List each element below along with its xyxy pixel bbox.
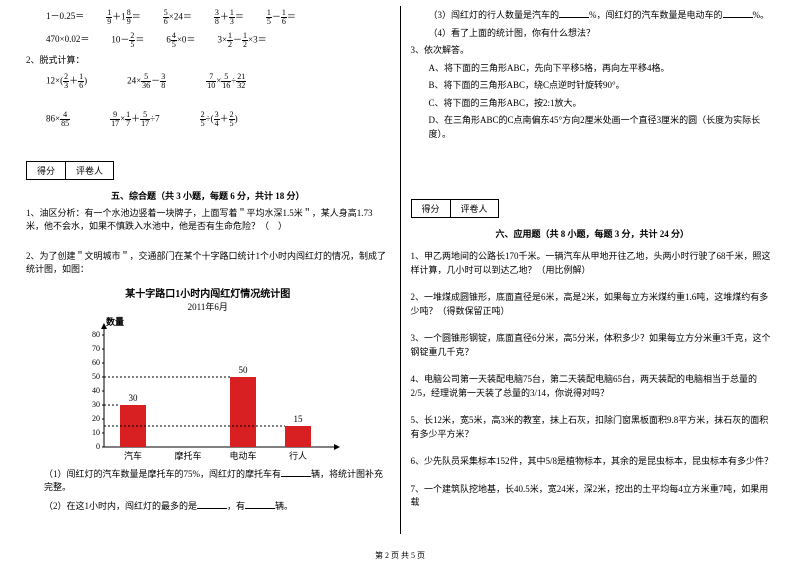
svg-text:30: 30: [92, 400, 100, 409]
expr: 710×516÷2132: [206, 73, 246, 90]
bar-chart: 数量 0 10 20 30 40 50 60 70 80 30: [68, 315, 348, 465]
expr: 19＋189＝: [106, 9, 141, 26]
svg-text:20: 20: [92, 414, 100, 423]
q6-6: 6、少先队员采集标本152件，其中5/8是植物标本，其余的是昆虫标本，昆虫标本有…: [411, 455, 775, 469]
chart-date: 2011年6月: [26, 300, 390, 313]
q2-title: 2、脱式计算：: [26, 54, 390, 68]
expr: 10－25＝: [111, 32, 144, 49]
grader-label: 评卷人: [451, 200, 498, 217]
expr: 15－16＝: [266, 9, 296, 26]
expr: 470×0.02＝: [46, 32, 89, 49]
svg-text:50: 50: [238, 365, 248, 375]
score-row: 得分 评卷人: [26, 155, 390, 186]
svg-text:60: 60: [92, 358, 100, 367]
q5-2-3: （3）闯红灯的行人数量是汽车的%，闯红灯的汽车数量是电动车的%。: [411, 8, 775, 23]
page-footer: 第 2 页 共 5 页: [0, 550, 800, 561]
expr: 24×536－38: [127, 73, 166, 90]
expr: 12×(23＋16): [46, 73, 87, 90]
expr: 38＋13＝: [214, 9, 244, 26]
expr: 25÷(34＋25): [200, 111, 238, 128]
expr: 645×0＝: [166, 32, 195, 49]
q5-2-2: （2）在这1小时内，闯红灯的最多的是，有辆。: [26, 499, 390, 514]
svg-text:80: 80: [92, 330, 100, 339]
svg-text:10: 10: [92, 428, 100, 437]
svg-text:15: 15: [293, 414, 303, 424]
q6-5: 5、长12米，宽5米，高3米的教室，抹上石灰，扣除门窗黑板面积9.8平方米，抹石…: [411, 414, 775, 441]
svg-text:汽车: 汽车: [124, 450, 142, 461]
y-axis-label: 数量: [106, 316, 124, 327]
svg-text:40: 40: [92, 386, 100, 395]
svg-text:摩托车: 摩托车: [174, 450, 201, 461]
q5-1: 1、油区分析：有一个水池边竖着一块牌子，上面写着＂平均水深1.5米＂，某人身高1…: [26, 207, 390, 234]
score-label: 得分: [412, 200, 451, 217]
svg-text:电动车: 电动车: [229, 450, 256, 461]
column-divider: [400, 6, 401, 534]
expr: 917×17＋517÷7: [110, 111, 160, 128]
svg-text:行人: 行人: [289, 450, 307, 461]
q6-2: 2、一堆煤成圆锥形，底面直径是6米，高是2米，如果每立方米煤约重1.6吨，这堆煤…: [411, 291, 775, 318]
grader-label: 评卷人: [66, 162, 113, 179]
svg-text:70: 70: [92, 344, 100, 353]
calc-row: 12×(23＋16) 24×536－38 710×516÷2132: [26, 73, 390, 90]
expr: 56×24＝: [163, 9, 192, 26]
q6-1: 1、甲乙两地间的公路长170千米。一辆汽车从甲地开往乙地，头两小时行驶了68千米…: [411, 250, 775, 277]
expr: 1－0.25＝: [46, 9, 84, 26]
q5-2-1: （1）闯红灯的汽车数量是摩托车的75%，闯红灯的摩托车有辆，将统计图补充完整。: [26, 467, 390, 495]
expr: 86×485: [46, 111, 70, 128]
score-label: 得分: [27, 162, 66, 179]
svg-text:50: 50: [92, 372, 100, 381]
right-column: （3）闯红灯的行人数量是汽车的%，闯红灯的汽车数量是电动车的%。 （4）看了上面…: [403, 6, 783, 534]
q5-2-4: （4）看了上面的统计图，你有什么想法？: [411, 27, 775, 41]
expr: 3×12－12×3＝: [217, 32, 266, 49]
section5-title: 五、综合题（共 3 小题，每题 6 分，共计 18 分）: [26, 189, 390, 202]
q5-2: 2、为了创建＂文明城市＂，交通部门在某个十字路口统计1个小时内闯红灯的情况，制成…: [26, 250, 390, 277]
svg-text:30: 30: [128, 393, 138, 403]
section6-title: 六、应用题（共 8 小题，每题 3 分，共计 24 分）: [411, 227, 775, 240]
q6-7: 7、一个建筑队挖地基，长40.5米，宽24米，深2米，挖出的土平均每4立方米重7…: [411, 483, 775, 510]
q3-b: B、将下面的三角形ABC，绕C点逆时针旋转90°。: [411, 79, 775, 93]
q3-a: A、将下面的三角形ABC，先向下平移5格，再向左平移4格。: [411, 62, 775, 76]
q6-4: 4、电脑公司第一天装配电脑75台，第二天装配电脑65台，两天装配的电脑相当于总量…: [411, 373, 775, 400]
q3-d: D、在三角形ABC的C点南偏东45°方向2厘米处画一个直径3厘米的圆（长度为实际…: [411, 114, 775, 141]
chart-title: 某十字路口1小时内闯红灯情况统计图: [26, 285, 390, 300]
calc-row: 86×485 917×17＋517÷7 25÷(34＋25): [26, 111, 390, 128]
score-box: 得分 评卷人: [411, 199, 499, 218]
calc-row: 1－0.25＝ 19＋189＝ 56×24＝ 38＋13＝ 15－16＝: [26, 9, 390, 26]
score-box: 得分 评卷人: [26, 161, 114, 180]
left-column: 1－0.25＝ 19＋189＝ 56×24＝ 38＋13＝ 15－16＝ 470…: [18, 6, 398, 534]
q3-c: C、将下面的三角形ABC，按2:1放大。: [411, 97, 775, 111]
q6-3: 3、一个圆锥形钢锭，底面直径6分米，高5分米，体积多少？如果每立方分米重3千克，…: [411, 332, 775, 359]
calc-row: 470×0.02＝ 10－25＝ 645×0＝ 3×12－12×3＝: [26, 32, 390, 49]
page: 1－0.25＝ 19＋189＝ 56×24＝ 38＋13＝ 15－16＝ 470…: [0, 0, 800, 540]
svg-text:0: 0: [96, 442, 100, 451]
q3-title: 3、依次解答。: [411, 44, 775, 58]
score-row: 得分 评卷人: [411, 193, 775, 224]
